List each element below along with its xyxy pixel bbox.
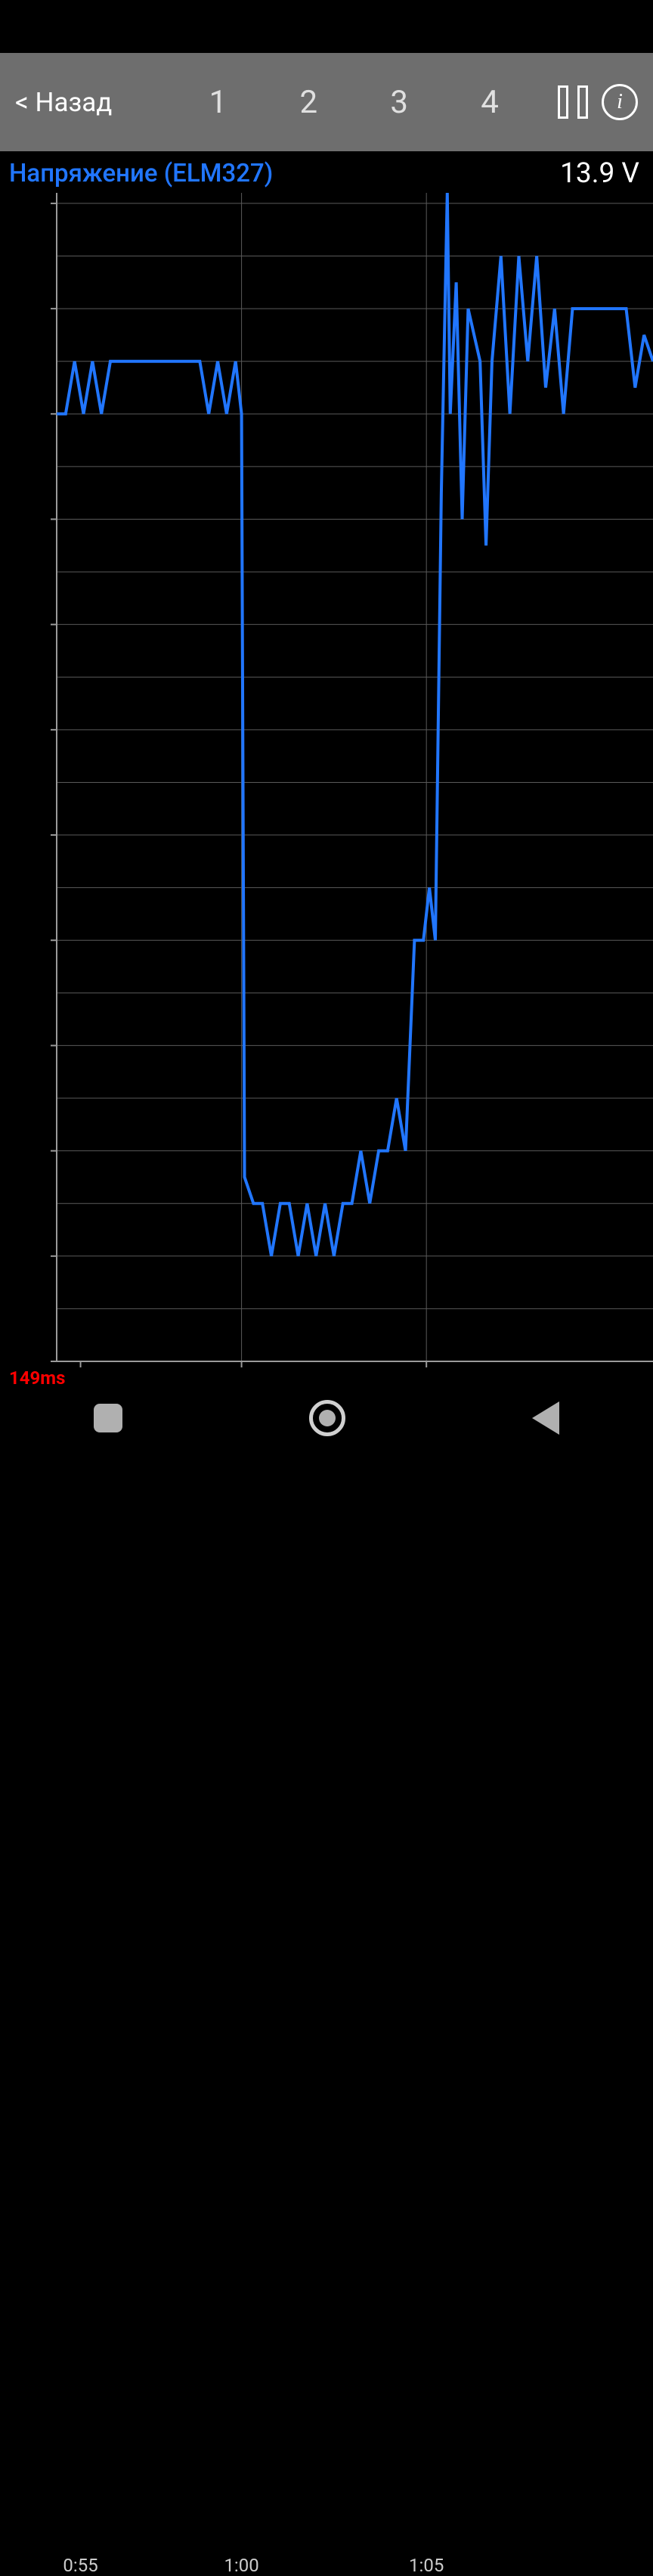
nav-bar: [0, 1384, 653, 1452]
chart-header: Напряжение (ELM327) 13.9 V: [0, 151, 653, 193]
toolbar: < Назад 1 2 3 4 i: [0, 53, 653, 151]
recent-apps-button[interactable]: [94, 1404, 122, 1432]
info-icon[interactable]: i: [602, 84, 638, 120]
tab-2[interactable]: 2: [277, 84, 340, 121]
status-bar: [0, 0, 653, 53]
toolbar-icons: i: [558, 84, 638, 120]
chart-area[interactable]: 14,21413,813,613,413,21312,812,612,412,2…: [0, 193, 653, 1388]
tab-3[interactable]: 3: [367, 84, 431, 121]
chart-title: Напряжение (ELM327): [9, 159, 273, 188]
tabs: 1 2 3 4: [150, 84, 558, 121]
back-nav-button[interactable]: [532, 1401, 559, 1435]
chart-value: 13.9 V: [560, 157, 639, 190]
chart-svg: [0, 193, 653, 1388]
pause-icon[interactable]: [558, 85, 588, 119]
tab-4[interactable]: 4: [458, 84, 521, 121]
home-button[interactable]: [309, 1400, 345, 1436]
back-button[interactable]: < Назад: [15, 87, 112, 118]
tab-1[interactable]: 1: [187, 84, 250, 121]
